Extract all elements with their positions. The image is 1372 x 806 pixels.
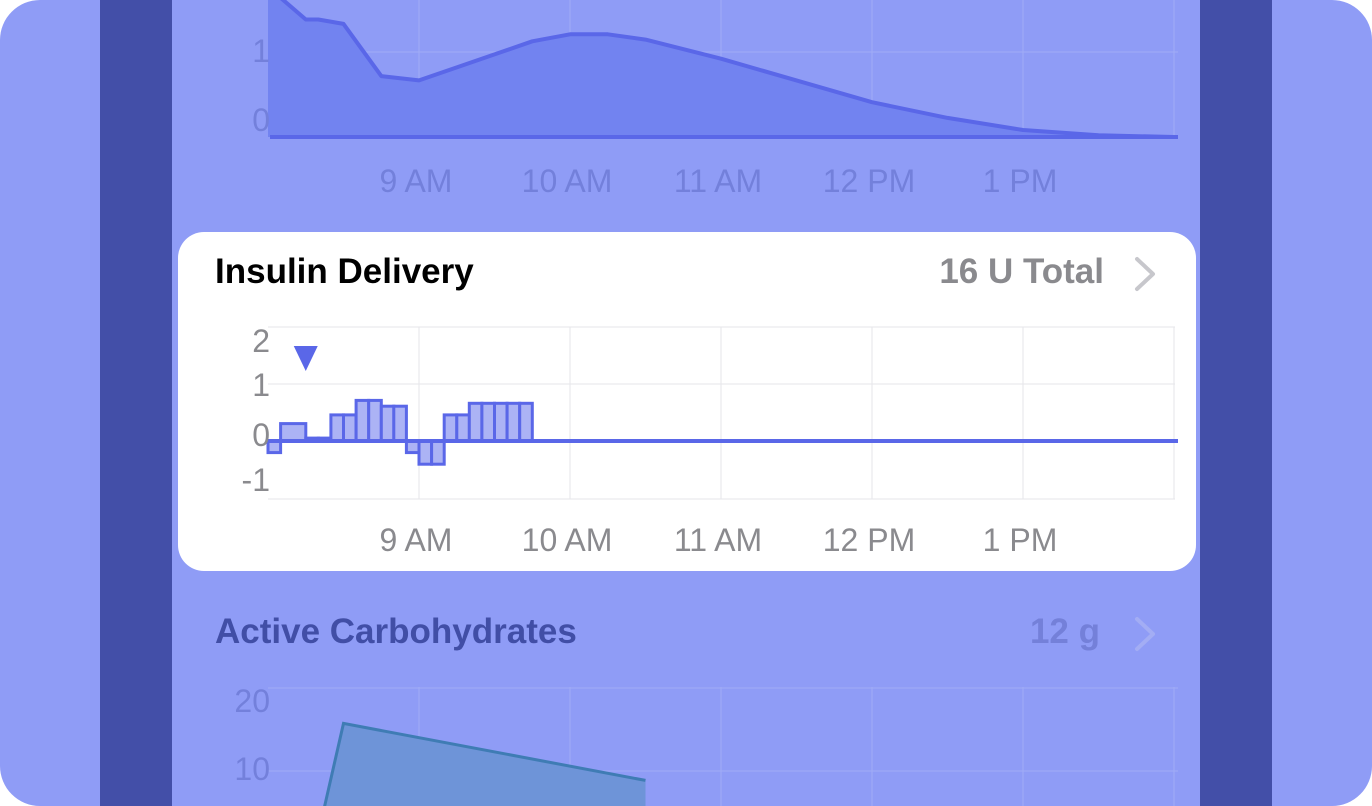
x-tick-label: 9 AM xyxy=(380,163,453,199)
basal-bar xyxy=(430,439,446,466)
y-tick-label: 1 xyxy=(252,33,270,69)
x-tick-label: 10 AM xyxy=(522,522,613,558)
carbs-area xyxy=(318,723,646,806)
basal-bar xyxy=(455,413,471,443)
basal-bar xyxy=(518,401,534,443)
chevron-right-icon[interactable] xyxy=(1133,256,1157,292)
active-insulin-chart: 1 0 9 AM 10 AM 11 AM 12 PM 1 PM xyxy=(252,0,1178,199)
x-tick-label: 1 PM xyxy=(983,163,1058,199)
x-tick-label: 10 AM xyxy=(522,163,613,199)
y-tick-label: 2 xyxy=(252,323,270,359)
active-carbohydrates-value: 12 g xyxy=(1029,612,1100,651)
basal-bar xyxy=(417,439,434,466)
basal-bar xyxy=(379,404,396,443)
basal-bar xyxy=(505,401,522,443)
active-carbohydrates-panel[interactable]: Active Carbohydrates 12 g 20 10 xyxy=(172,572,1200,806)
x-tick-label: 11 AM xyxy=(674,163,762,199)
active-insulin-panel[interactable]: 1 0 9 AM 10 AM 11 AM 12 PM 1 PM xyxy=(172,0,1200,230)
chevron-right-icon[interactable] xyxy=(1133,616,1157,652)
x-tick-label: 11 AM xyxy=(674,522,762,558)
insulin-delivery-title: Insulin Delivery xyxy=(215,252,474,291)
y-tick-label: 0 xyxy=(252,417,270,453)
basal-bar xyxy=(442,413,459,443)
carbs-line xyxy=(323,721,646,806)
active-insulin-area xyxy=(268,0,1174,137)
basal-bar xyxy=(354,398,371,443)
x-tick-label: 1 PM xyxy=(983,522,1058,558)
basal-bar xyxy=(392,404,408,443)
y-tick-label: -1 xyxy=(242,462,270,498)
basal-bar xyxy=(367,398,383,443)
insulin-delivery-chart: 2 1 0 -1 9 AM 10 AM 11 AM 12 PM 1 PM xyxy=(242,323,1178,558)
basal-bar xyxy=(329,413,345,443)
basal-bar xyxy=(493,401,509,443)
x-tick-label: 9 AM xyxy=(380,522,453,558)
y-tick-label: 0 xyxy=(252,102,270,138)
bolus-triangle-icon xyxy=(293,346,318,371)
active-carbohydrates-title: Active Carbohydrates xyxy=(215,612,577,651)
y-tick-label: 20 xyxy=(234,683,270,719)
x-tick-label: 12 PM xyxy=(823,163,915,199)
basal-bar xyxy=(467,401,484,443)
insulin-delivery-card[interactable]: Insulin Delivery 16 U Total 2 1 0 -1 9 AM 10 … xyxy=(178,232,1196,571)
y-tick-label: 10 xyxy=(234,751,270,787)
y-tick-label: 1 xyxy=(252,367,270,403)
insulin-delivery-total: 16 U Total xyxy=(939,252,1104,291)
x-tick-label: 12 PM xyxy=(823,522,915,558)
active-insulin-line xyxy=(280,0,1175,139)
basal-bar xyxy=(279,422,308,443)
basal-bar xyxy=(480,401,496,443)
right-side-strip xyxy=(1200,0,1272,806)
left-side-strip xyxy=(100,0,172,806)
basal-bar xyxy=(342,413,358,443)
